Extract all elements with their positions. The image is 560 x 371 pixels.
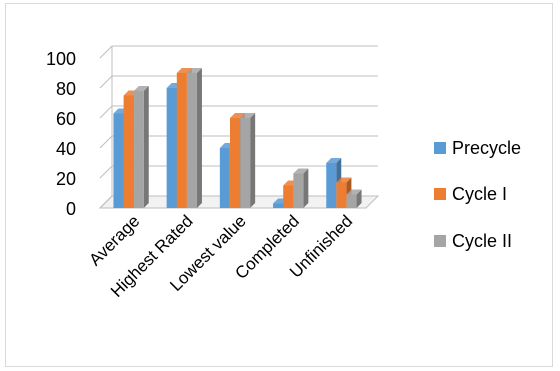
bar-side — [250, 113, 256, 208]
legend-label: Cycle II — [452, 231, 512, 251]
bar-front — [283, 185, 294, 208]
bar — [133, 86, 149, 208]
bar-top — [346, 189, 362, 195]
bar-side — [143, 86, 149, 208]
legend-swatch — [434, 235, 446, 247]
bar — [186, 68, 202, 208]
bar-top — [176, 68, 192, 73]
bar-front — [113, 113, 124, 208]
bar — [293, 168, 309, 208]
y-tick-label: 100 — [46, 49, 76, 69]
bar-front — [326, 163, 337, 208]
gridline — [99, 105, 378, 119]
legend-item: Cycle II — [434, 231, 512, 251]
y-tick-label: 0 — [66, 199, 76, 219]
legend-swatch — [434, 188, 446, 200]
bar-top — [186, 68, 202, 73]
bar-front — [166, 88, 177, 208]
bar-side — [303, 168, 309, 208]
bar-top — [240, 113, 256, 118]
bar — [346, 189, 362, 208]
bar-front — [230, 118, 240, 208]
y-tick-label: 80 — [56, 79, 76, 99]
bar-front — [336, 182, 347, 208]
gridline — [99, 45, 378, 59]
bar-top — [293, 168, 309, 174]
bar-top — [336, 177, 352, 183]
chart-frame — [5, 3, 553, 367]
y-tick-label: 60 — [56, 109, 76, 129]
gridline — [99, 165, 378, 179]
gridline — [99, 75, 378, 89]
bar-top — [230, 113, 245, 118]
bar-side — [356, 189, 362, 208]
bar — [240, 113, 256, 208]
bar-front — [293, 173, 304, 208]
bar-top — [133, 86, 149, 91]
bar-side — [196, 68, 202, 208]
gridline — [99, 135, 378, 149]
bar-front — [240, 118, 251, 208]
bars — [113, 68, 362, 208]
y-tick-label: 20 — [56, 169, 76, 189]
y-tick-labels: 0 20 40 60 80 100 — [46, 49, 76, 219]
legend-item: Precycle — [434, 138, 521, 158]
legend-label: Precycle — [452, 138, 521, 158]
bar-front — [273, 203, 284, 208]
bar-front — [123, 95, 134, 208]
y-tick-label: 40 — [56, 139, 76, 159]
bar-top — [326, 158, 342, 163]
bar-front — [176, 73, 187, 208]
legend: Precycle Cycle I Cycle II — [434, 138, 521, 251]
legend-label: Cycle I — [452, 184, 507, 204]
legend-item: Cycle I — [434, 184, 507, 204]
legend-swatch — [434, 142, 446, 154]
bar-front — [186, 73, 197, 208]
bar-front — [133, 91, 144, 208]
bar-front — [346, 194, 357, 208]
bar-front — [219, 148, 230, 208]
